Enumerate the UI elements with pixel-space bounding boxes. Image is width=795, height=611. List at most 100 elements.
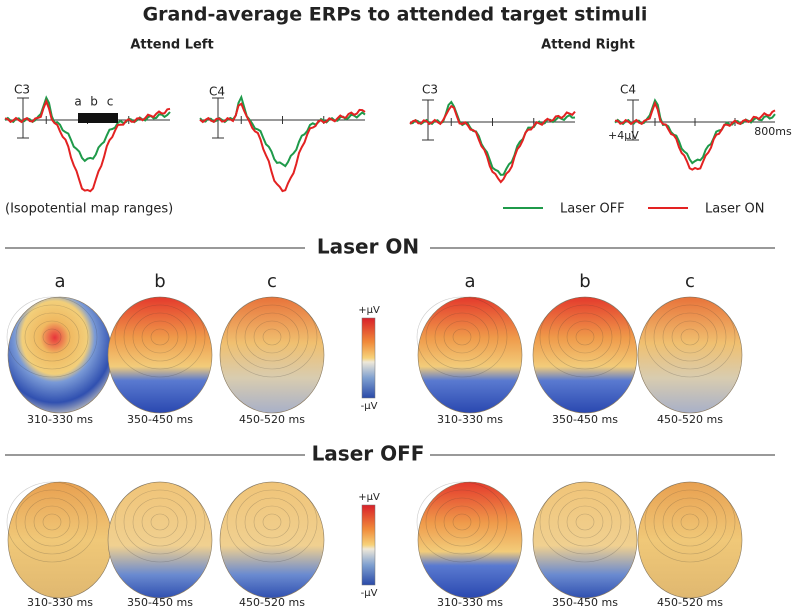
map-time: 350-450 ms — [127, 596, 193, 609]
contour — [42, 513, 62, 531]
contour — [425, 489, 499, 555]
contour — [434, 497, 490, 547]
contour — [671, 505, 709, 539]
time-scale: 800ms — [754, 125, 792, 138]
contour — [434, 312, 490, 362]
section-label: Laser ON — [317, 235, 419, 259]
map-time: 350-450 ms — [552, 596, 618, 609]
contour — [653, 304, 727, 370]
map-time: 450-520 ms — [657, 413, 723, 426]
contour — [262, 513, 282, 531]
colorbar-max: +µV — [358, 492, 380, 503]
contour — [262, 328, 282, 346]
contour — [443, 505, 481, 539]
head-map — [107, 296, 213, 414]
contour — [226, 296, 318, 378]
map-letter: b — [579, 271, 590, 292]
electrode-label: C3 — [14, 83, 30, 97]
contour — [416, 296, 508, 378]
head-map — [107, 481, 213, 599]
window-label: a — [74, 95, 81, 109]
head-map — [417, 481, 523, 599]
contour — [132, 312, 188, 362]
head-map — [532, 481, 638, 599]
contour — [24, 312, 80, 362]
contour — [141, 505, 179, 539]
colorbar — [361, 504, 376, 586]
contour — [15, 304, 89, 370]
contour — [452, 513, 472, 531]
contour — [452, 328, 472, 346]
contour — [244, 497, 300, 547]
head-map — [532, 296, 638, 414]
head-map — [219, 296, 325, 414]
waveform-laser-on — [199, 102, 366, 193]
note: (Isopotential map ranges) — [5, 202, 173, 217]
colorbar — [361, 317, 376, 399]
map-time: 310-330 ms — [27, 413, 93, 426]
contour — [653, 489, 727, 555]
head-map — [417, 296, 523, 414]
head-map — [219, 481, 325, 599]
colorbar-max: +µV — [358, 305, 380, 316]
waveform-laser-on — [615, 100, 776, 171]
contour — [575, 328, 595, 346]
contour — [662, 497, 718, 547]
contour — [33, 505, 71, 539]
contour — [6, 481, 98, 563]
electrode-label: C3 — [422, 83, 438, 97]
contour — [557, 312, 613, 362]
contour — [548, 304, 622, 370]
contour — [150, 328, 170, 346]
contour — [132, 497, 188, 547]
contour — [548, 489, 622, 555]
colorbar-min: -µV — [361, 588, 378, 599]
contour — [539, 481, 631, 563]
contour — [244, 312, 300, 362]
contour — [15, 489, 89, 555]
colorbar-min: -µV — [361, 401, 378, 412]
head-map — [637, 296, 743, 414]
electrode-label: C4 — [620, 83, 636, 97]
contour — [226, 481, 318, 563]
waveform-laser-on — [4, 98, 171, 193]
contour — [425, 304, 499, 370]
map-letter: a — [464, 271, 475, 292]
waveform-laser-off — [409, 100, 576, 176]
contour — [6, 296, 98, 378]
head-map — [637, 481, 743, 599]
waveform-laser-off — [614, 98, 776, 165]
contour — [33, 320, 71, 354]
title: Grand-average ERPs to attended target st… — [143, 4, 648, 26]
contour — [141, 320, 179, 354]
window-label: b — [90, 95, 98, 109]
window-bar — [78, 113, 118, 123]
contour — [680, 328, 700, 346]
contour — [123, 304, 197, 370]
contour — [253, 320, 291, 354]
head-map — [7, 481, 113, 599]
legend-label: Laser OFF — [560, 202, 625, 217]
legend-label: Laser ON — [705, 202, 764, 217]
contour — [644, 296, 736, 378]
contour — [253, 505, 291, 539]
contour — [539, 296, 631, 378]
map-time: 450-520 ms — [239, 413, 305, 426]
map-time: 450-520 ms — [657, 596, 723, 609]
map-letter: b — [154, 271, 165, 292]
map-time: 350-450 ms — [552, 413, 618, 426]
contour — [566, 320, 604, 354]
map-time: 310-330 ms — [437, 596, 503, 609]
electrode-label: C4 — [209, 85, 225, 99]
contour — [24, 497, 80, 547]
contour — [416, 481, 508, 563]
waveform-laser-on — [409, 104, 576, 184]
map-letter: c — [267, 271, 277, 292]
contour — [671, 320, 709, 354]
contour — [566, 505, 604, 539]
map-time: 310-330 ms — [27, 596, 93, 609]
contour — [150, 513, 170, 531]
contour — [42, 328, 62, 346]
waveform-laser-off — [199, 94, 366, 168]
